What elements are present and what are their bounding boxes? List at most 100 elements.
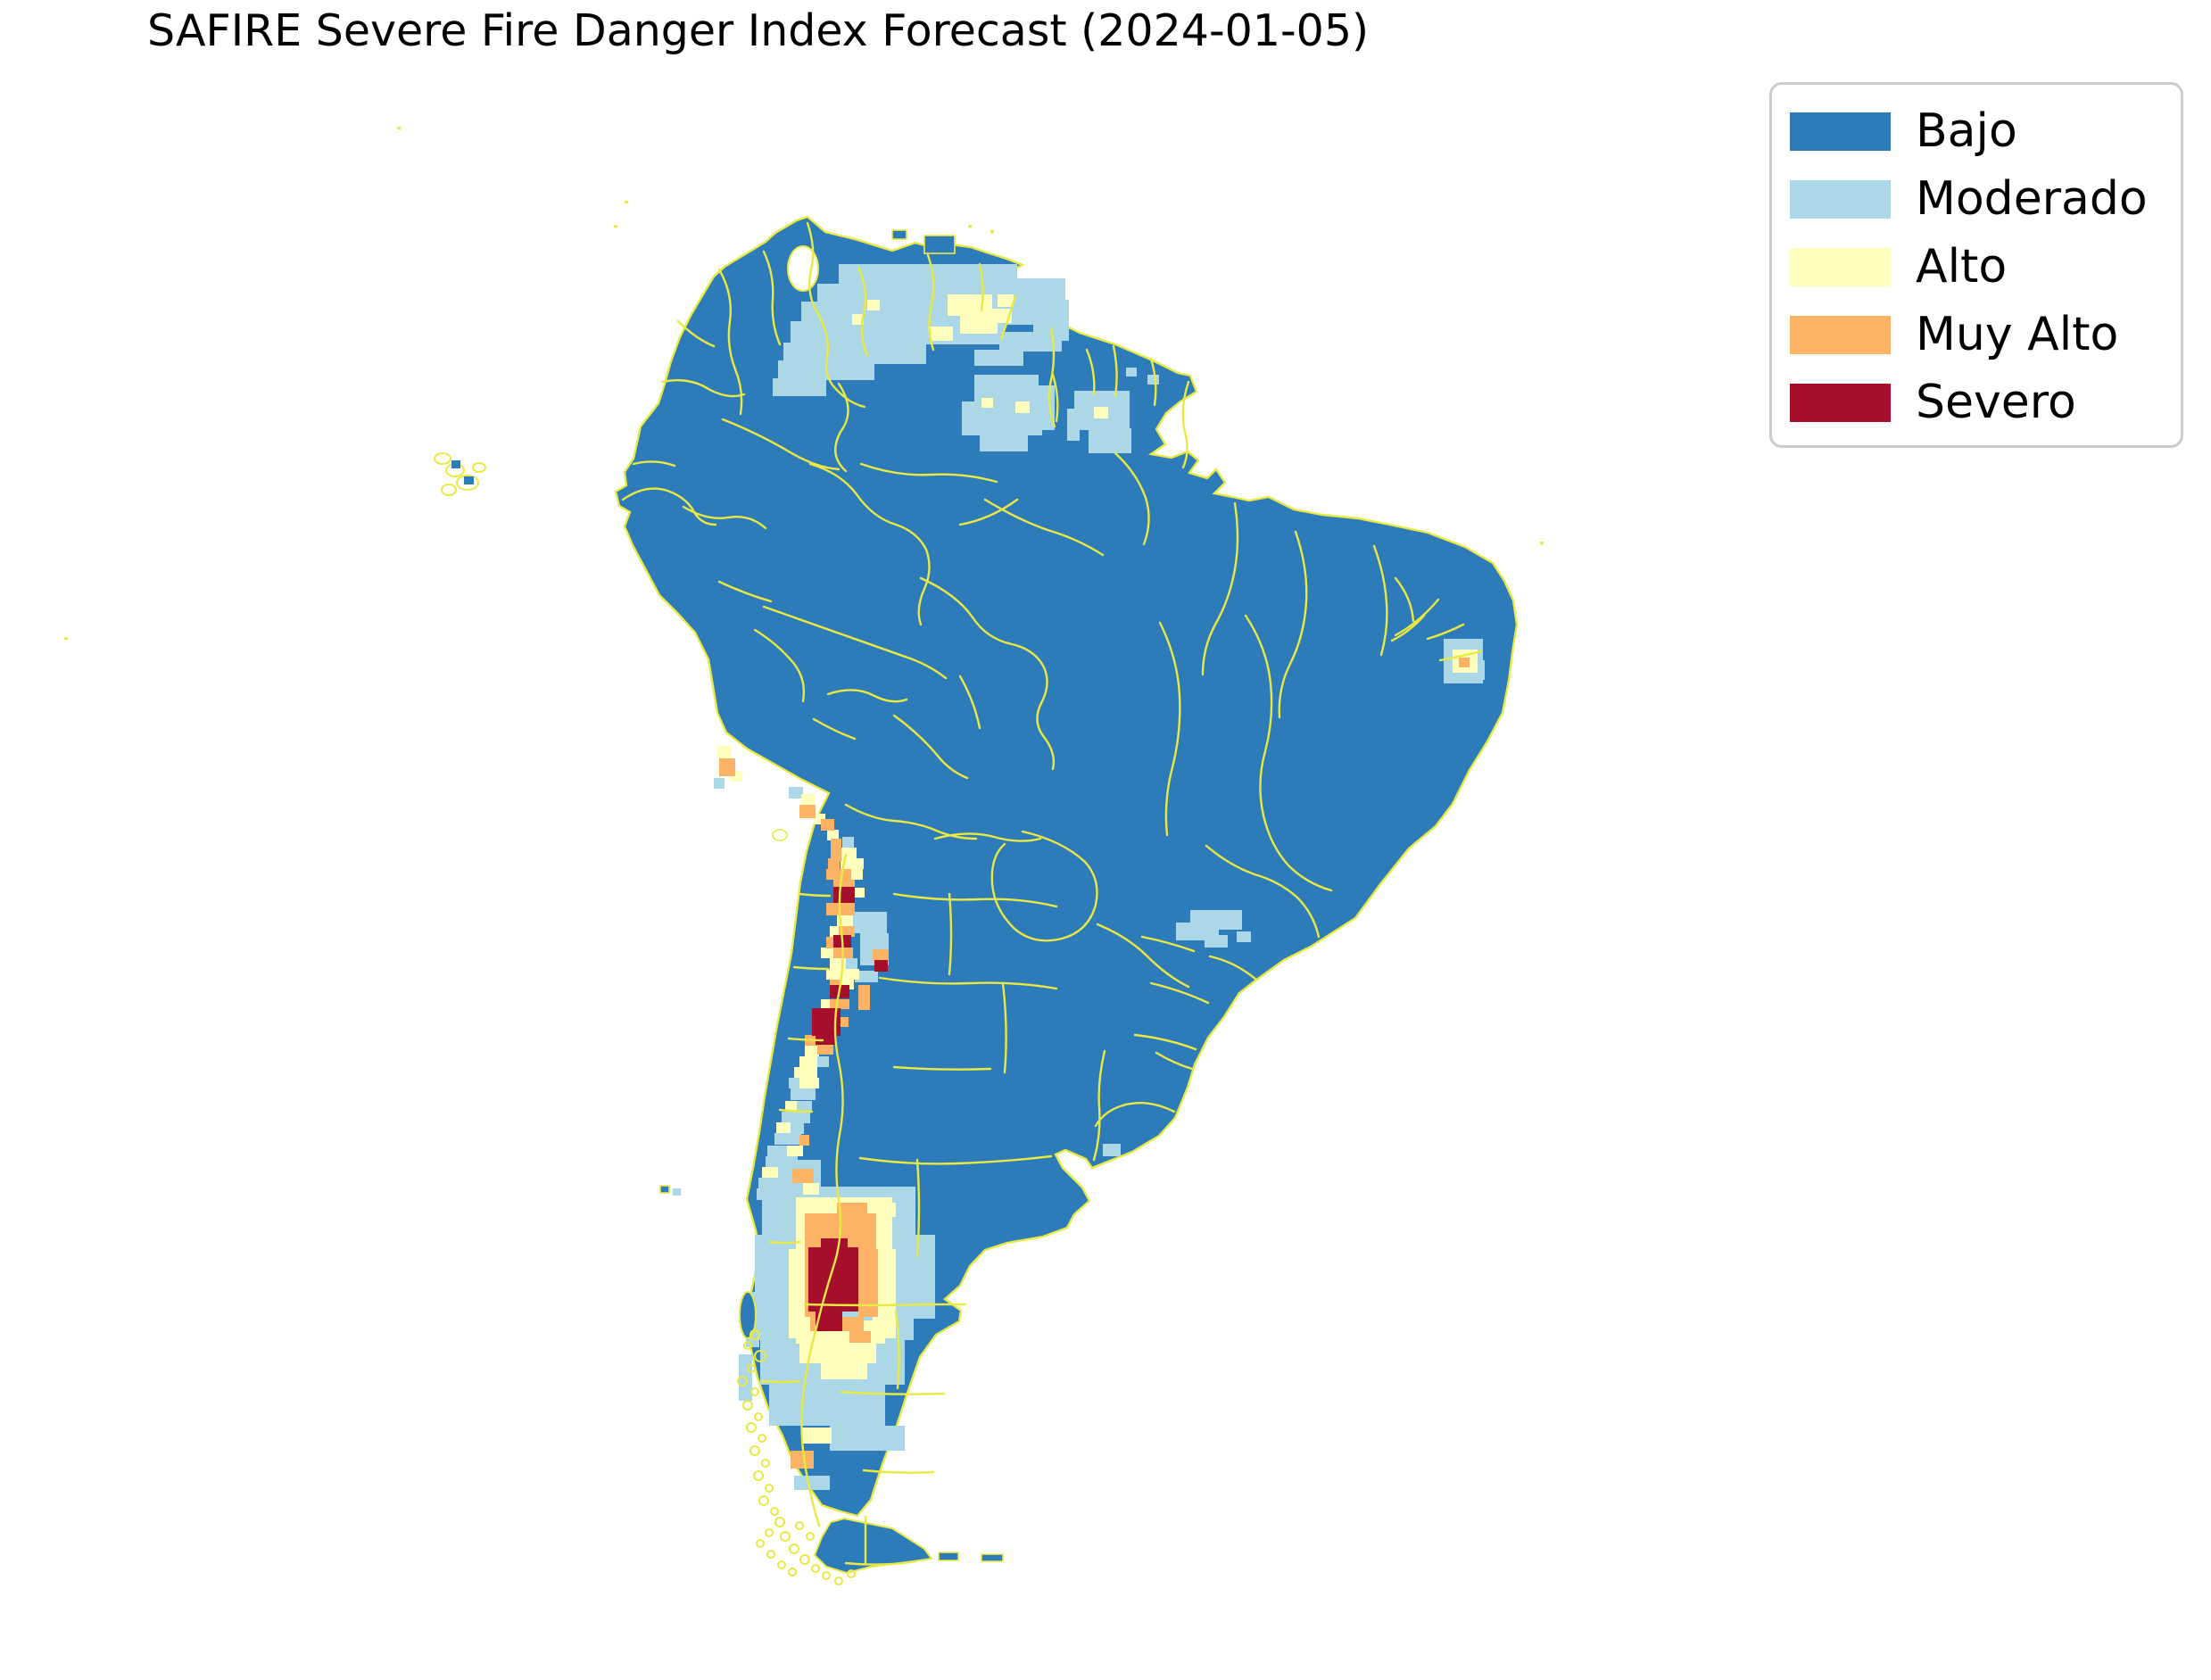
fjord-islet (742, 1400, 753, 1411)
fjord-islet (749, 1445, 760, 1456)
danger-cell-muy_alto (794, 1171, 814, 1183)
danger-cell-moderado (1026, 300, 1069, 323)
fjord-islet (834, 1577, 843, 1585)
danger-cell-alto (762, 1167, 778, 1178)
legend-swatch-bajo (1790, 112, 1891, 151)
danger-cell-moderado (980, 434, 1028, 451)
danger-cell-muy_alto (791, 1451, 814, 1469)
fjord-islets (737, 1329, 856, 1585)
danger-cell-moderado (1205, 935, 1228, 948)
danger-cell-muy_alto (830, 980, 841, 989)
legend-label-severo: Severo (1916, 376, 2076, 429)
fjord-islet (780, 1531, 791, 1542)
fjord-islet (749, 1329, 760, 1340)
danger-cell-moderado (789, 787, 803, 799)
danger-cell-alto (826, 969, 848, 980)
ocean-speck (614, 225, 617, 228)
danger-cell-muy_alto (828, 858, 840, 869)
danger-cell-moderado (773, 378, 826, 396)
danger-cell-alto (801, 794, 815, 806)
danger-cell-muy_alto (719, 758, 735, 776)
danger-cell-alto (830, 926, 841, 937)
islands-layer (64, 127, 1544, 1585)
danger-cell-muy_alto (817, 1044, 833, 1055)
danger-cell-moderado (830, 1426, 905, 1451)
island (923, 235, 956, 254)
danger-cell-muy_alto (1459, 658, 1470, 667)
danger-cell-muy_alto (826, 869, 851, 880)
danger-cell-alto (841, 980, 854, 989)
danger-cell-moderado (796, 1101, 812, 1113)
danger-cell-alto (852, 314, 864, 325)
danger-cell-alto (981, 398, 993, 408)
danger-cell-moderado (855, 971, 878, 982)
page-title: SAFIRE Severe Fire Danger Index Forecast… (147, 5, 1370, 56)
danger-cell-muy_alto (833, 880, 855, 889)
fjord-islet (806, 1532, 815, 1541)
ocean-speck (64, 637, 68, 641)
danger-cell-muy_alto (839, 1017, 849, 1027)
danger-cell-moderado (1067, 409, 1080, 441)
danger-cell-alto (799, 1078, 819, 1088)
island (981, 1553, 1004, 1562)
danger-cell-alto (801, 1428, 832, 1444)
danger-cell-muy_alto (858, 1249, 878, 1317)
legend-box: Bajo Moderado Alto Muy Alto Severo (1769, 82, 2183, 448)
legend-swatch-muy_alto (1790, 315, 1891, 354)
fjord-islet (750, 1387, 759, 1396)
fjord-islet (777, 1560, 786, 1569)
danger-cell-moderado (1014, 278, 1065, 303)
danger-cell-alto (1015, 401, 1030, 413)
danger-cell-muy_alto (799, 805, 816, 818)
danger-cell-muy_alto (830, 999, 849, 1009)
fjord-islet (737, 1376, 748, 1386)
fjord-islet (758, 1495, 769, 1506)
danger-cell-moderado (774, 1133, 801, 1145)
danger-cell-alto (855, 888, 865, 898)
fjord-islet (761, 1459, 770, 1468)
legend-item-alto: Alto (1790, 233, 2181, 301)
island (938, 1552, 959, 1561)
danger-cell-alto (960, 316, 998, 334)
ocean-specks (64, 127, 1544, 641)
lake-titicaca (772, 829, 788, 841)
island (891, 229, 907, 240)
island (659, 1185, 670, 1194)
danger-cell-alto (805, 1046, 819, 1056)
danger-cell-moderado (842, 837, 854, 848)
ocean-speck (397, 127, 401, 130)
danger-cell-alto (821, 948, 835, 958)
danger-cell-moderado (1103, 1144, 1121, 1156)
danger-cell-alto (776, 1122, 791, 1133)
danger-cell-moderado (782, 1112, 810, 1123)
danger-cell-alto (948, 294, 992, 316)
fjord-islet (754, 1412, 763, 1421)
danger-cell-moderado (673, 1188, 681, 1196)
legend-label-muy_alto: Muy Alto (1916, 308, 2119, 361)
danger-cell-muy_alto (873, 949, 889, 961)
danger-cell-muy_alto (821, 819, 834, 831)
fjord-islet (754, 1350, 766, 1362)
fjord-islet (747, 1364, 756, 1373)
danger-cell-alto (841, 858, 864, 869)
danger-cell-alto (787, 1146, 803, 1156)
ocean-speck (968, 225, 972, 228)
danger-cell-muy_alto (849, 1331, 871, 1343)
fjord-islet (746, 1422, 757, 1433)
danger-cell-moderado (1237, 931, 1251, 942)
danger-cell-alto (794, 1067, 817, 1078)
danger-cell-alto (846, 969, 859, 980)
danger-cell-alto (998, 294, 1014, 307)
fjord-islet (758, 1434, 766, 1443)
admin-boundaries-layer (621, 221, 1483, 1566)
danger-cell-alto (799, 1344, 876, 1363)
danger-cell-moderado (791, 1122, 804, 1134)
fjord-islet (811, 1564, 820, 1573)
danger-cell-moderado (794, 1476, 830, 1490)
danger-cell-muy_alto (858, 985, 870, 1010)
legend-swatch-severo (1790, 383, 1891, 422)
legend-label-alto: Alto (1916, 240, 2008, 294)
danger-cell-alto (803, 1183, 819, 1195)
fjord-islet (799, 1554, 810, 1565)
